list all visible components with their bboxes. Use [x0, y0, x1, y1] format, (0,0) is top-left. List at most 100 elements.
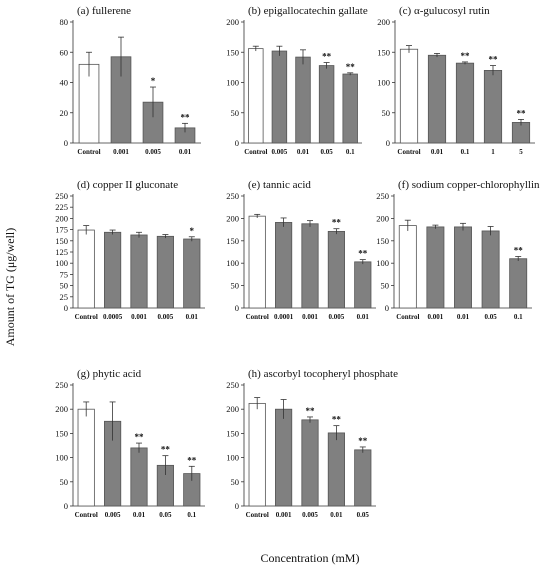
y-tick-label: 25 — [60, 292, 69, 302]
y-tick-label: 100 — [226, 78, 239, 88]
x-tick-label: 0.1 — [461, 148, 470, 156]
y-tick-label: 150 — [226, 236, 239, 246]
x-tick-label: 0.1 — [346, 148, 355, 156]
y-tick-label: 0 — [235, 303, 239, 313]
x-tick-label: 0.001 — [276, 511, 292, 519]
y-tick-label: 40 — [60, 78, 69, 88]
y-tick-label: 150 — [226, 47, 239, 57]
bar — [454, 226, 472, 309]
y-tick-label: 0 — [64, 501, 68, 511]
y-tick-label: 0 — [64, 138, 68, 148]
y-tick-label: 0 — [235, 501, 239, 511]
significance-label: ** — [306, 406, 316, 416]
x-tick-label: 0.0001 — [274, 313, 294, 321]
x-tick-label: Control — [75, 313, 98, 321]
y-tick-label: 150 — [376, 236, 389, 246]
bar — [427, 54, 447, 144]
y-tick-label: 200 — [226, 17, 239, 27]
y-tick-label: 100 — [377, 78, 390, 88]
x-tick-label: 0.005 — [329, 313, 345, 321]
bar — [483, 70, 503, 144]
panel-title: (g) phytic acid — [77, 368, 142, 380]
y-tick-label: 0 — [386, 138, 390, 148]
x-tick-label: 0.005 — [105, 511, 121, 519]
bar — [426, 226, 445, 309]
significance-label: ** — [358, 249, 368, 259]
y-tick-label: 50 — [231, 108, 240, 118]
significance-label: ** — [517, 108, 527, 118]
y-tick-label: 175 — [55, 225, 68, 235]
y-tick-label: 50 — [381, 281, 390, 291]
x-tick-label: 0.001 — [428, 313, 444, 321]
bar — [354, 261, 372, 309]
y-tick-label: 150 — [55, 236, 68, 246]
bar — [509, 258, 528, 309]
y-tick-label: 150 — [226, 428, 239, 438]
x-tick-label: 0.01 — [431, 148, 444, 156]
x-tick-label: Control — [77, 148, 100, 156]
bar — [327, 230, 345, 309]
significance-label: ** — [489, 55, 499, 65]
x-tick-label: 0.1 — [187, 511, 196, 519]
x-tick-label: 0.01 — [133, 511, 146, 519]
x-tick-label: 5 — [519, 148, 523, 156]
bar — [301, 419, 319, 507]
y-tick-label: 200 — [376, 213, 389, 223]
bar — [399, 48, 419, 144]
bar — [511, 122, 531, 144]
y-tick-label: 50 — [382, 108, 391, 118]
x-tick-label: 0.1 — [514, 313, 523, 321]
y-tick-label: 100 — [226, 258, 239, 268]
x-tick-label: Control — [244, 148, 267, 156]
y-tick-label: 250 — [226, 191, 239, 201]
panel-title: (a) fullerene — [77, 5, 131, 17]
bar — [327, 432, 345, 507]
bar — [130, 234, 148, 309]
y-tick-label: 60 — [60, 47, 69, 57]
significance-label: ** — [161, 445, 171, 455]
x-tick-label: Control — [246, 511, 269, 519]
x-tick-label: 1 — [491, 148, 495, 156]
y-tick-label: 0 — [385, 303, 389, 313]
x-tick-label: 0.005 — [158, 313, 174, 321]
y-tick-label: 50 — [231, 281, 240, 291]
bar — [248, 402, 266, 507]
panel-title: (e) tannic acid — [248, 179, 311, 191]
panel-title: (h) ascorbyl tocopheryl phosphate — [248, 368, 398, 380]
bar — [248, 48, 264, 144]
y-tick-label: 200 — [226, 404, 239, 414]
bar — [156, 235, 174, 309]
y-tick-label: 100 — [376, 258, 389, 268]
bar — [271, 50, 288, 144]
significance-label: ** — [135, 432, 145, 442]
bar — [455, 62, 475, 144]
panel-title: (c) α-gulucosyl rutin — [399, 5, 490, 17]
significance-label: ** — [346, 62, 356, 72]
bar — [77, 229, 95, 309]
bar — [275, 222, 293, 309]
significance-label: ** — [181, 112, 191, 122]
x-tick-label: 0.01 — [179, 148, 192, 156]
y-tick-label: 250 — [226, 380, 239, 390]
y-tick-label: 100 — [55, 258, 68, 268]
y-tick-label: 50 — [231, 477, 240, 487]
y-tick-label: 75 — [60, 269, 69, 279]
bar — [354, 449, 372, 507]
y-tick-label: 200 — [226, 213, 239, 223]
bar — [342, 73, 358, 144]
y-tick-label: 100 — [226, 453, 239, 463]
bar — [248, 215, 266, 309]
panel-title: (d) copper II gluconate — [77, 179, 178, 191]
x-tick-label: 0.01 — [457, 313, 470, 321]
y-tick-label: 250 — [376, 191, 389, 201]
significance-label: ** — [358, 436, 368, 446]
x-tick-label: 0.05 — [320, 148, 333, 156]
x-tick-label: Control — [397, 148, 420, 156]
significance-label: ** — [461, 51, 471, 61]
bar — [398, 225, 417, 309]
bar — [183, 238, 201, 309]
x-tick-label: 0.005 — [272, 148, 288, 156]
x-tick-label: 0.05 — [484, 313, 497, 321]
